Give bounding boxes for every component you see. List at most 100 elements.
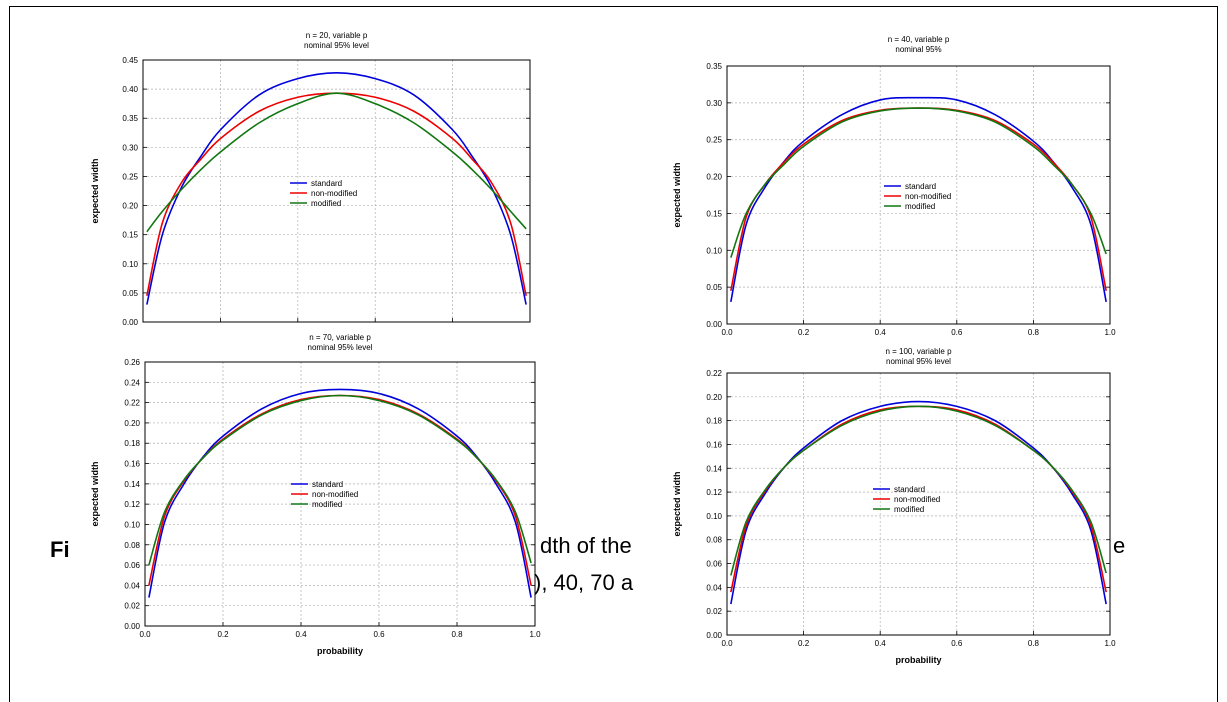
chart-title: n = 40, variable p [888, 35, 950, 44]
y-tick-label: 0.20 [124, 419, 140, 428]
y-tick-label: 0.10 [706, 246, 722, 255]
y-tick-label: 0.06 [706, 560, 722, 569]
legend-label-modified: modified [311, 199, 341, 208]
y-tick-label: 0.24 [124, 378, 140, 387]
legend-label-standard: standard [311, 179, 342, 188]
x-tick-label: 0.0 [721, 639, 733, 648]
chart-title: n = 20, variable p [306, 31, 368, 40]
chart-subtitle: nominal 95% level [308, 343, 373, 352]
y-tick-label: 0.35 [122, 114, 138, 123]
series-line-standard [148, 388, 532, 598]
x-tick-label: 0.8 [1028, 639, 1040, 648]
legend-label-modified: modified [905, 202, 935, 211]
y-tick-label: 0.16 [706, 440, 722, 449]
y-tick-label: 0.20 [706, 173, 722, 182]
y-tick-label: 0.16 [124, 460, 140, 469]
y-tick-label: 0.10 [124, 520, 140, 529]
y-tick-label: 0.08 [706, 536, 722, 545]
y-tick-label: 0.05 [122, 289, 138, 298]
legend-label-standard: standard [312, 480, 343, 489]
y-tick-label: 0.35 [706, 62, 722, 71]
y-tick-label: 0.00 [124, 622, 140, 631]
y-tick-label: 0.25 [706, 136, 722, 145]
legend-label-standard: standard [894, 485, 925, 494]
y-tick-label: 0.00 [122, 318, 138, 327]
x-tick-label: 0.4 [875, 639, 887, 648]
y-tick-label: 0.20 [122, 202, 138, 211]
plot-frame [726, 372, 1111, 636]
y-tick-label: 0.15 [706, 209, 722, 218]
x-tick-label: 0.2 [217, 630, 229, 639]
legend-label-modified: modified [312, 500, 342, 509]
y-tick-label: 0.00 [706, 320, 722, 329]
y-tick-label: 0.20 [706, 393, 722, 402]
y-tick-label: 0.10 [706, 512, 722, 521]
x-tick-label: 0.8 [451, 630, 463, 639]
y-axis-label: expected width [672, 162, 682, 227]
series-line-standard [146, 72, 527, 305]
y-tick-label: 0.22 [124, 399, 140, 408]
y-tick-label: 0.22 [706, 369, 722, 378]
series-line-standard [730, 96, 1107, 303]
y-tick-label: 0.30 [122, 143, 138, 152]
chart-subtitle: nominal 95% [895, 45, 941, 54]
legend-label-non-modified: non-modified [905, 192, 951, 201]
series-line-modified [146, 92, 527, 233]
x-tick-label: 1.0 [1104, 328, 1116, 337]
y-tick-label: 0.04 [706, 583, 722, 592]
series-line-modified [148, 394, 532, 566]
plot-frame [142, 59, 531, 323]
chart-subtitle: nominal 95% level [304, 41, 369, 50]
x-axis-label: probability [895, 655, 941, 665]
x-tick-label: 0.2 [798, 639, 810, 648]
legend-label-standard: standard [905, 182, 936, 191]
y-axis-label: expected width [90, 461, 100, 526]
legend-label-non-modified: non-modified [311, 189, 357, 198]
caption-fragment-3: e [1113, 533, 1126, 558]
y-tick-label: 0.14 [706, 464, 722, 473]
x-tick-label: 1.0 [1104, 639, 1116, 648]
y-tick-label: 0.12 [706, 488, 722, 497]
plot-frame [144, 361, 536, 627]
x-axis-label: probability [317, 646, 363, 656]
series-line-modified [730, 107, 1107, 258]
y-tick-label: 0.08 [124, 541, 140, 550]
series-line-modified [730, 405, 1107, 576]
x-tick-label: 0.6 [373, 630, 385, 639]
x-tick-label: 0.2 [798, 328, 810, 337]
caption-fragment-2: dth of the [540, 533, 632, 558]
y-tick-label: 0.25 [122, 172, 138, 181]
y-tick-label: 0.26 [124, 358, 140, 367]
y-tick-label: 0.45 [122, 56, 138, 65]
y-axis-label: expected width [90, 158, 100, 223]
legend-label-non-modified: non-modified [894, 495, 940, 504]
y-tick-label: 0.10 [122, 260, 138, 269]
x-tick-label: 0.8 [1028, 328, 1040, 337]
y-tick-label: 0.30 [706, 99, 722, 108]
x-tick-label: 0.4 [295, 630, 307, 639]
y-tick-label: 0.40 [122, 85, 138, 94]
y-tick-label: 0.06 [124, 561, 140, 570]
legend-label-modified: modified [894, 505, 924, 514]
chart-subtitle: nominal 95% level [886, 357, 951, 366]
series-line-standard [730, 400, 1107, 605]
x-tick-label: 0.4 [875, 328, 887, 337]
y-tick-label: 0.18 [124, 439, 140, 448]
chart-title: n = 100, variable p [885, 347, 952, 356]
x-tick-label: 1.0 [529, 630, 541, 639]
chart-title: n = 70, variable p [309, 333, 371, 342]
x-tick-label: 0.0 [139, 630, 151, 639]
legend-label-non-modified: non-modified [312, 490, 358, 499]
y-tick-label: 0.12 [124, 500, 140, 509]
frame-left-border [9, 6, 10, 702]
y-tick-label: 0.02 [124, 602, 140, 611]
y-tick-label: 0.02 [706, 607, 722, 616]
frame-top-border [9, 6, 1217, 7]
x-tick-label: 0.6 [951, 639, 963, 648]
frame-right-border [1217, 6, 1218, 702]
x-tick-label: 0.6 [951, 328, 963, 337]
